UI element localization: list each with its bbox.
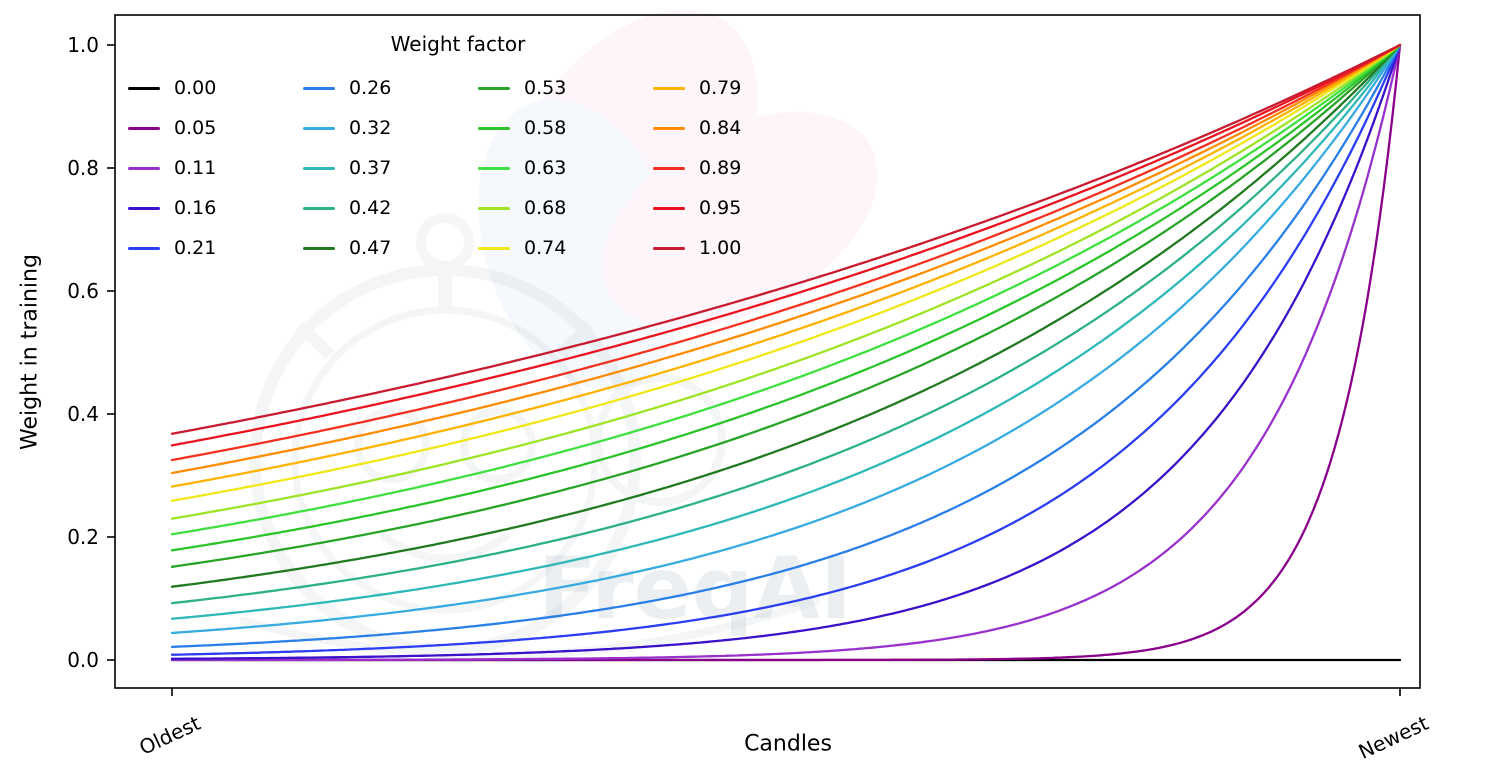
series-line-0.79 — [170, 43, 1402, 488]
legend-label: 0.42 — [349, 197, 392, 219]
series-line-0.16 — [170, 43, 1402, 660]
legend-line-swatch — [303, 126, 335, 130]
legend-entry: 0.47 — [303, 237, 478, 259]
x-axis-label: Candles — [744, 731, 832, 757]
x-tick-label: Oldest — [135, 711, 204, 760]
legend-line-swatch — [653, 86, 685, 90]
legend-entry: 0.26 — [303, 77, 478, 99]
legend-line-swatch — [303, 86, 335, 90]
legend-label: 0.89 — [699, 157, 742, 179]
legend-label: 0.37 — [349, 157, 392, 179]
series-line-1.00 — [170, 43, 1402, 435]
legend-entry: 0.84 — [653, 117, 828, 139]
legend-label: 0.16 — [174, 197, 217, 219]
series-line-0.32 — [170, 43, 1402, 635]
series-line-0.47 — [170, 43, 1402, 588]
series-line-0.74 — [170, 43, 1402, 502]
legend-line-swatch — [128, 86, 160, 90]
series-line-0.21 — [170, 43, 1402, 656]
legend-label: 0.58 — [524, 117, 567, 139]
legend-entry: 0.89 — [653, 157, 828, 179]
legend-line-swatch — [303, 166, 335, 170]
y-axis-label: Weight in training — [17, 254, 43, 450]
legend-grid: 0.00 0.05 0.11 0.16 0.21 0.26 0.32 0.37 0.42 0.47… — [128, 68, 828, 268]
legend-title: Weight factor — [390, 32, 526, 56]
y-tick-label: 0.2 — [67, 525, 99, 549]
legend-label: 0.84 — [699, 117, 742, 139]
y-tick-label: 0.0 — [67, 648, 99, 672]
legend-entry: 0.11 — [128, 157, 303, 179]
legend-line-swatch — [128, 166, 160, 170]
watermark-leaf-blue — [478, 99, 682, 391]
legend-line-swatch — [478, 246, 510, 250]
legend-entry: 0.68 — [478, 197, 653, 219]
legend-entry: 0.95 — [653, 197, 828, 219]
legend-label: 0.26 — [349, 77, 392, 99]
series-line-0.68 — [170, 43, 1402, 520]
series-line-0.95 — [170, 43, 1402, 447]
legend-entry: 0.74 — [478, 237, 653, 259]
legend-line-swatch — [128, 126, 160, 130]
legend-entry: 0.00 — [128, 77, 303, 99]
y-tick-label: 0.6 — [67, 279, 99, 303]
plot-border — [114, 14, 1421, 689]
legend-entry: 0.63 — [478, 157, 653, 179]
legend-line-swatch — [478, 206, 510, 210]
legend-label: 0.63 — [524, 157, 567, 179]
y-tick-label: 0.4 — [67, 402, 99, 426]
legend-label: 0.47 — [349, 237, 392, 259]
series-line-0.37 — [170, 43, 1402, 620]
legend-line-swatch — [128, 246, 160, 250]
legend-label: 0.11 — [174, 157, 217, 179]
legend-entry: 0.79 — [653, 77, 828, 99]
legend-label: 0.21 — [174, 237, 217, 259]
watermark-leaf-pink — [492, 9, 758, 321]
legend-entry: 0.58 — [478, 117, 653, 139]
y-tick-label: 0.8 — [67, 156, 99, 180]
series-line-0.42 — [170, 43, 1402, 605]
legend-entry: 0.32 — [303, 117, 478, 139]
legend-label: 0.95 — [699, 197, 742, 219]
legend-label: 1.00 — [699, 237, 742, 259]
legend-label: 0.32 — [349, 117, 392, 139]
series-line-0.63 — [170, 43, 1402, 536]
legend-line-swatch — [128, 206, 160, 210]
series-line-0.89 — [170, 43, 1402, 462]
legend-entry: 0.42 — [303, 197, 478, 219]
legend-label: 0.00 — [174, 77, 217, 99]
legend-line-swatch — [653, 246, 685, 250]
legend-entry: 1.00 — [653, 237, 828, 259]
series-line-0.11 — [170, 43, 1402, 662]
watermark-bot — [238, 213, 822, 660]
series-line-0.58 — [170, 43, 1402, 552]
legend-label: 0.68 — [524, 197, 567, 219]
series-line-0.84 — [170, 43, 1402, 475]
watermark-leaf-pink-2 — [602, 111, 878, 329]
y-tick-label: 1.0 — [67, 33, 99, 57]
legend-line-swatch — [653, 126, 685, 130]
legend-line-swatch — [653, 166, 685, 170]
legend-line-swatch — [303, 206, 335, 210]
legend-label: 0.53 — [524, 77, 567, 99]
legend-entry: 0.53 — [478, 77, 653, 99]
legend-line-swatch — [653, 206, 685, 210]
legend-label: 0.79 — [699, 77, 742, 99]
legend-label: 0.05 — [174, 117, 217, 139]
legend-label: 0.74 — [524, 237, 567, 259]
legend-line-swatch — [478, 86, 510, 90]
series-line-0.26 — [170, 43, 1402, 649]
legend-entry: 0.37 — [303, 157, 478, 179]
legend: Weight factor 0.00 0.05 0.11 0.16 0.21 0.26 0.… — [128, 32, 828, 268]
legend-line-swatch — [478, 126, 510, 130]
legend-entry: 0.05 — [128, 117, 303, 139]
series-line-0.53 — [170, 43, 1402, 568]
legend-line-swatch — [478, 166, 510, 170]
x-tick-label: Newest — [1355, 711, 1433, 764]
legend-line-swatch — [303, 246, 335, 250]
legend-entry: 0.21 — [128, 237, 303, 259]
legend-entry: 0.16 — [128, 197, 303, 219]
